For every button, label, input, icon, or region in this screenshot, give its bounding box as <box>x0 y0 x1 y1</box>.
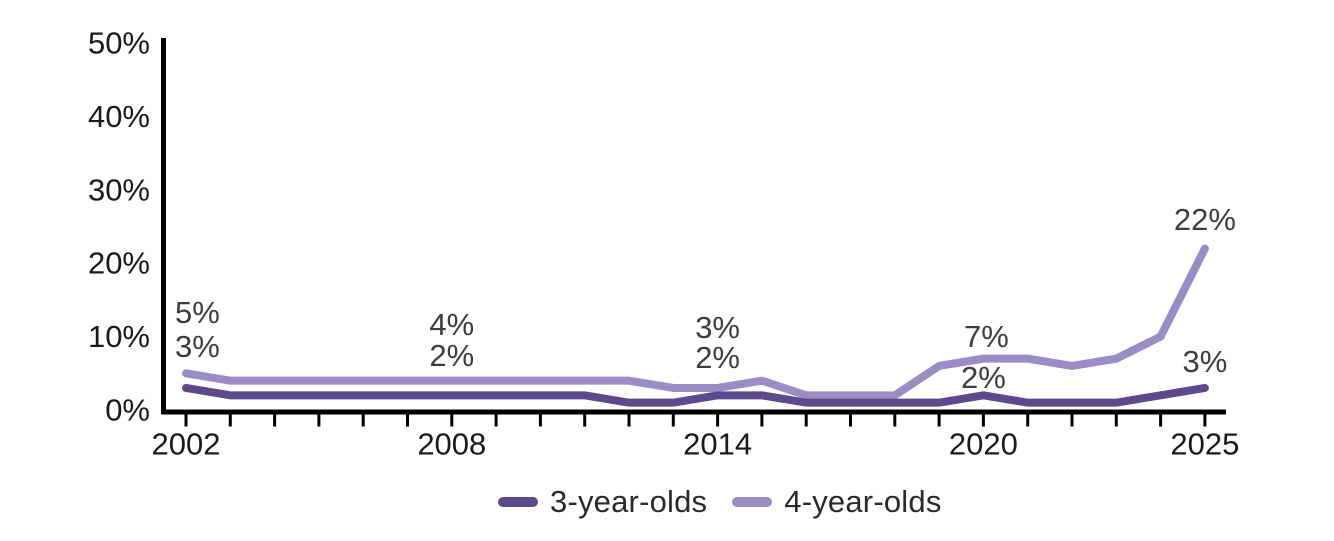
data-label-3-year-olds-2025: 3% <box>1182 344 1227 379</box>
legend: 3-year-olds 4-year-olds <box>498 486 942 517</box>
data-label-4-year-olds-2020: 7% <box>964 319 1009 354</box>
x-tick-label-2014: 2014 <box>683 427 752 462</box>
series-line-3-year-olds <box>182 383 1209 407</box>
y-tick-label-40%: 40% <box>88 99 150 134</box>
data-label-4-year-olds-2014: 3% <box>695 310 740 345</box>
legend-item-4-year-olds: 4-year-olds <box>732 486 941 517</box>
data-label-3-year-olds-2014: 2% <box>695 340 740 375</box>
x-tick-label-2008: 2008 <box>417 427 486 462</box>
y-tick-label-0%: 0% <box>105 393 150 428</box>
y-tick-label-50%: 50% <box>88 26 150 61</box>
y-tick-label-10%: 10% <box>88 319 150 354</box>
series-line-4-year-olds <box>182 244 1209 400</box>
legend-item-3-year-olds: 3-year-olds <box>498 486 707 517</box>
data-label-3-year-olds-2002: 3% <box>175 329 220 364</box>
x-tick-label-2020: 2020 <box>949 427 1018 462</box>
legend-marker-3-year-olds-icon <box>498 496 538 507</box>
data-label-4-year-olds-2025: 22% <box>1174 202 1236 237</box>
y-tick-label-20%: 20% <box>88 246 150 281</box>
data-label-3-year-olds-2020: 2% <box>961 360 1006 395</box>
legend-label-3-year-olds: 3-year-olds <box>550 484 708 519</box>
data-label-3-year-olds-2008: 2% <box>429 338 474 373</box>
x-tick-label-2002: 2002 <box>152 427 221 462</box>
data-label-4-year-olds-2002: 5% <box>175 295 220 330</box>
y-tick-label-30%: 30% <box>88 172 150 207</box>
x-tick-label-2025: 2025 <box>1170 427 1239 462</box>
legend-marker-4-year-olds-icon <box>732 496 773 507</box>
data-label-4-year-olds-2008: 4% <box>429 307 474 342</box>
legend-label-4-year-olds: 4-year-olds <box>784 484 942 519</box>
